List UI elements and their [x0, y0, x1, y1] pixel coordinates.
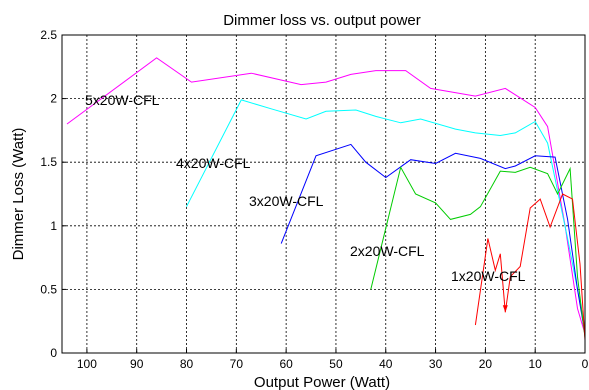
chart-title: Dimmer loss vs. output power	[223, 12, 421, 29]
series-line-2	[280, 143, 586, 334]
x-tick-label: 90	[130, 357, 144, 371]
plot-frame	[61, 34, 586, 354]
y-tick-label: 2	[50, 92, 57, 106]
series-labels: 5x20W-CFL 4x20W-CFL 3x20W-CFL 2x20W-CFL 1x20…	[85, 92, 526, 284]
grid	[62, 35, 585, 353]
y-tick-label: 0.5	[40, 282, 57, 296]
x-tick-label: 100	[77, 357, 97, 371]
x-tick-label: 10	[529, 357, 543, 371]
series-label-3: 2x20W-CFL	[350, 243, 425, 259]
series-line-1	[186, 99, 586, 328]
y-tick-label: 1	[50, 219, 57, 233]
series-line-0	[66, 57, 586, 335]
series-lines	[66, 57, 586, 341]
y-tick-label: 0	[50, 346, 57, 360]
series-line-4	[474, 193, 586, 341]
x-tick-label: 40	[379, 357, 393, 371]
series-label-0: 5x20W-CFL	[85, 92, 160, 108]
x-tick-label: 30	[429, 357, 443, 371]
y-axis-label: Dimmer Loss (Watt)	[10, 128, 27, 261]
x-tick-label: 70	[230, 357, 244, 371]
x-tick-label: 20	[479, 357, 493, 371]
series-line-3	[370, 165, 586, 338]
series-label-4: 1x20W-CFL	[451, 268, 526, 284]
series-label-1: 4x20W-CFL	[176, 155, 251, 171]
y-tick-label: 1.5	[40, 155, 57, 169]
x-tick-label: 80	[180, 357, 194, 371]
x-tick-label: 60	[279, 357, 293, 371]
series-arrowhead	[502, 305, 508, 313]
x-tick-label: 50	[329, 357, 343, 371]
series-label-2: 3x20W-CFL	[249, 193, 324, 209]
tick-labels: 100 90 80 70 60 50 40 30 20 10 000.511.522.5	[40, 28, 588, 371]
y-tick-label: 2.5	[40, 28, 57, 42]
x-axis-label: Output Power (Watt)	[254, 374, 390, 390]
x-tick-label: 0	[582, 357, 589, 371]
